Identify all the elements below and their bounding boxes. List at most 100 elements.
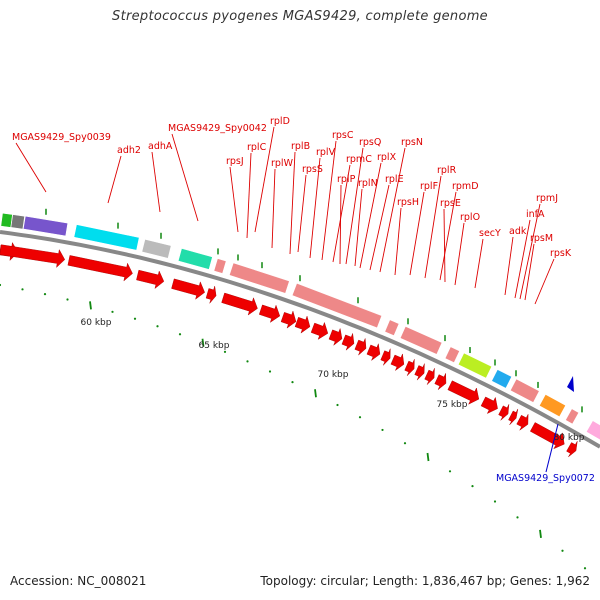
scale-minor-tick — [583, 567, 587, 570]
gene-arrow — [67, 255, 133, 282]
scale-minor-tick — [448, 470, 452, 473]
scale-minor-tick — [223, 350, 227, 353]
scale-major-tick — [201, 338, 205, 347]
gene-arrow — [171, 278, 205, 300]
gene-leader-line — [229, 166, 239, 233]
gene-leader-line — [271, 168, 276, 249]
gene-label: rplR — [437, 165, 457, 176]
backbone-layer — [0, 230, 600, 449]
gene-feature — [228, 262, 290, 294]
marker-leader-line — [545, 423, 559, 473]
gene-arrow — [221, 292, 258, 316]
scale-minor-tick — [111, 310, 114, 313]
scale-minor-tick — [246, 360, 249, 363]
gene-leader-line — [321, 140, 337, 261]
scale-minor-tick — [358, 416, 362, 419]
gene-feature — [141, 238, 172, 259]
scale-minor-tick — [21, 288, 24, 291]
gene-arrow — [414, 363, 425, 381]
gene-label: rpmC — [346, 154, 372, 165]
gene-feature — [491, 369, 513, 389]
gene-label: rpsH — [397, 197, 419, 208]
marker-label: MGAS9429_Spy0072 — [496, 473, 595, 484]
gene-feature — [213, 258, 227, 274]
gene-label: rpsS — [302, 164, 323, 175]
scale-label: 65 kbp — [199, 341, 230, 351]
scale-minor-tick — [516, 516, 519, 519]
label-layer: 60 kbp 65 kbp 70 kbp 75 kbp 80 kbp MGAS9429_S… — [12, 116, 595, 484]
gene-feature — [22, 215, 69, 237]
gene-label: rplB — [291, 141, 310, 152]
gene-label: rpsK — [550, 248, 572, 259]
gene-label: rpsQ — [359, 137, 381, 148]
gene-feature — [399, 325, 443, 355]
scale-major-tick — [426, 452, 430, 462]
scale-label: 75 kbp — [437, 400, 468, 410]
gene-leader-line — [504, 236, 514, 296]
scale-minor-tick — [403, 442, 407, 445]
gene-arrow — [136, 269, 165, 290]
scale-major-tick — [89, 301, 92, 310]
gene-feature — [538, 393, 567, 418]
gene-arrow — [380, 348, 391, 366]
gene-arrow — [280, 310, 297, 329]
accession-text: Accession: NC_008021 — [10, 574, 147, 588]
gene-leader-line — [424, 175, 442, 279]
gene-arrow — [498, 404, 510, 421]
scale-minor-tick — [493, 500, 497, 503]
scale-minor-tick — [43, 293, 47, 296]
gene-label: rplE — [385, 174, 404, 185]
feature-layer — [0, 212, 600, 458]
gene-label: rpmD — [452, 181, 479, 192]
gene-feature — [291, 282, 383, 329]
gene-leader-line — [524, 243, 535, 301]
gene-arrow — [328, 327, 343, 346]
scale-minor-tick — [0, 283, 2, 287]
gene-feature — [509, 378, 540, 403]
gene-feature — [565, 408, 580, 425]
gene-label: rplC — [247, 142, 267, 153]
gene-feature — [384, 319, 400, 337]
scale-minor-tick — [381, 428, 384, 432]
gene-label: adk — [509, 226, 527, 237]
gene-leader-line — [254, 126, 275, 233]
tick-layer — [0, 208, 587, 570]
gene-arrow — [258, 304, 281, 323]
gene-feature — [177, 248, 213, 270]
gene-leader-line — [332, 164, 351, 263]
gene-feature — [444, 346, 461, 364]
gene-label: rplW — [271, 158, 294, 169]
gene-feature — [73, 224, 140, 251]
gene-arrow — [354, 338, 367, 356]
gene-leader-line — [514, 219, 531, 299]
scale-minor-tick — [471, 485, 474, 488]
gene-leader-line — [171, 133, 199, 222]
scale-minor-tick — [268, 370, 272, 373]
gene-leader-line — [409, 191, 425, 276]
scale-minor-tick — [291, 381, 294, 384]
gene-label: rpsJ — [226, 156, 244, 167]
gene-arrow — [566, 441, 578, 458]
genome-summary-text: Topology: circular; Length: 1,836,467 bp… — [260, 574, 590, 588]
gene-leader-line — [359, 162, 382, 269]
genome-backbone — [0, 230, 600, 449]
gene-arrow — [404, 359, 415, 376]
scale-minor-tick — [561, 549, 564, 552]
gene-arrow — [366, 343, 381, 362]
map-title: Streptococcus pyogenes MGAS9429, complet… — [112, 9, 488, 24]
gene-label: rplX — [377, 152, 397, 163]
gene-leader-line — [339, 184, 342, 265]
gene-label: MGAS9429_Spy0042 — [168, 123, 267, 134]
gene-label: rplV — [316, 147, 336, 158]
gene-leader-line — [297, 174, 307, 253]
scale-major-tick — [539, 529, 542, 538]
scale-minor-tick — [336, 403, 339, 407]
marker-arrow — [567, 376, 574, 392]
gene-feature — [10, 214, 25, 230]
gene-arrow — [530, 422, 565, 450]
gene-feature — [0, 212, 13, 228]
gene-leader-line — [454, 222, 465, 286]
gene-label: rplP — [337, 174, 356, 185]
